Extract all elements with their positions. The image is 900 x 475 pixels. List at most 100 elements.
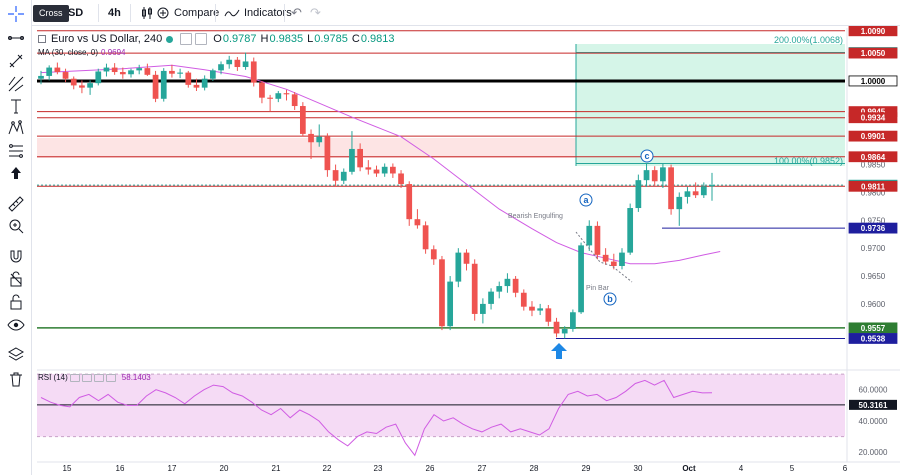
candle [283,89,290,101]
candle [152,70,159,103]
price-tick-label: 0.9600 [861,300,886,309]
tool-fib[interactable] [4,140,28,162]
indicators-button[interactable]: Indicators [224,0,292,26]
candle [676,192,683,226]
collapse-icon[interactable] [38,35,46,43]
eye-toggle-icon[interactable] [180,33,193,45]
fib-extension-zone [576,44,845,166]
candle-body [602,254,609,262]
price-tag-box [848,75,898,87]
candle [209,68,216,81]
layers-icon [7,347,25,361]
tool-trend-line[interactable] [4,27,28,49]
candle-body [259,82,265,98]
annotation-b: b [607,294,613,304]
candle-body [234,59,241,68]
legend-title: Euro vs US Dollar, 240 [51,33,163,45]
annotation-c-circle [640,149,654,163]
undo-icon: ↶ [291,5,302,20]
price-tag-label: 1.0050 [861,49,886,58]
tool-pitchfork[interactable] [4,73,28,95]
candle-body [299,106,306,134]
tool-lock[interactable] [4,291,28,313]
tool-crosshair[interactable] [4,3,28,25]
tool-zoom[interactable] [4,215,28,237]
candle [316,124,323,147]
time-tick-label: 29 [582,464,591,473]
tool-pattern[interactable] [4,117,28,139]
interval-button[interactable]: 4h [108,0,121,26]
price-tag: 0.9934 [848,112,898,124]
moving-average-line [40,64,721,265]
candle-body [152,74,159,99]
candle-body [414,219,421,226]
candle [471,259,478,321]
candle [70,76,77,90]
rsi-line [40,379,713,457]
candle [119,67,126,79]
candle [684,186,691,204]
rsi-settings-icon[interactable] [81,373,92,382]
buy-arrow-icon [551,343,567,359]
rsi-legend: RSI (14) 58.1403 [38,373,151,382]
time-tick-label: 6 [843,464,848,473]
time-tick-label: 23 [374,464,383,473]
tool-brush[interactable] [4,50,28,72]
rsi-value: 58.1403 [121,373,151,382]
candle [651,166,658,186]
undo-button[interactable]: ↶ [291,0,302,26]
ma-label: MA (30, close, 0) [38,48,99,57]
candle-body [700,186,707,196]
candle-body [570,312,576,329]
rsi-label: RSI (14) [38,373,68,382]
pin-bar-label: Pin Bar [586,285,610,292]
candle-body [455,252,462,282]
rsi-more-icon[interactable] [105,373,116,382]
tool-visibility[interactable] [4,314,28,336]
redo-button[interactable]: ↷ [310,0,321,26]
tool-text[interactable] [4,95,28,117]
candle [144,63,151,76]
candle [668,164,674,215]
candle [365,160,372,175]
candle [332,164,339,187]
rsi-eye-icon[interactable] [69,373,80,382]
candle-body [79,85,85,88]
candle-body [332,170,339,181]
tool-arrow[interactable] [4,162,28,184]
rsi-close-icon[interactable] [93,373,104,382]
candle [439,255,445,331]
candle-body [619,252,625,266]
tool-layers[interactable] [4,344,28,366]
candle [308,129,314,159]
tool-ruler[interactable] [4,193,28,215]
candle-body [537,308,544,311]
candle [177,68,183,79]
candle [430,245,437,265]
candle-body [709,185,715,187]
tool-trash[interactable] [4,368,28,390]
candle-body [406,184,413,220]
chart-type-button[interactable] [140,0,154,26]
candle [381,163,388,177]
price-tick-label: 0.9750 [861,216,886,225]
candle-body [520,292,527,307]
time-tick-label: 16 [116,464,125,473]
annotation-b-circle [603,292,617,306]
candle-body [529,306,535,311]
price-tag-label: 0.9934 [861,114,886,123]
candle [169,64,175,78]
settings-icon[interactable] [195,33,208,45]
candle-body [250,61,257,83]
tool-lock-drawings[interactable] [4,268,28,290]
candle [660,163,666,188]
rsi-tick-label: 40.0000 [859,417,888,426]
compare-button[interactable]: Compare [156,0,219,26]
tool-magnet[interactable] [4,245,28,267]
fib-icon [9,144,23,158]
lock-draw-icon [10,271,22,287]
price-tag-box [848,130,898,142]
candle-body [119,72,126,75]
candle-body [496,286,503,292]
